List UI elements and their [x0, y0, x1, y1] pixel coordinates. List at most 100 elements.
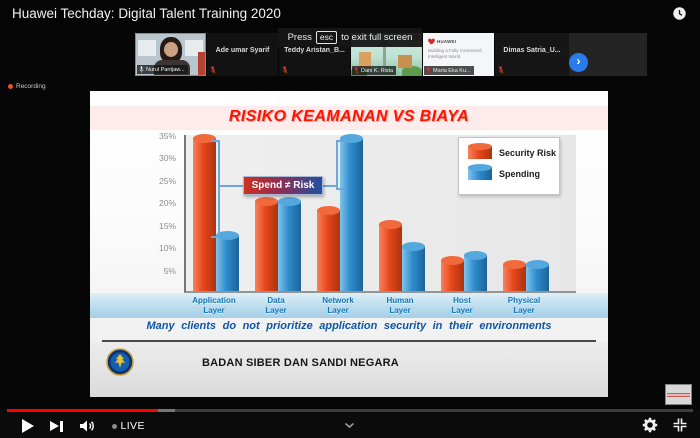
background-panel — [138, 40, 156, 56]
participant-name-tag: Maria Eka Ku... — [424, 66, 474, 75]
participant-name-tag: Dani K. Rista — [352, 66, 397, 75]
top-bar: Huawei Techday: Digital Talent Training … — [0, 0, 700, 28]
slide-footer-band — [90, 342, 608, 397]
y-tick-label: 10% — [158, 243, 176, 253]
bar-cap — [402, 242, 425, 251]
progress-played — [7, 409, 158, 412]
next-icon[interactable] — [50, 420, 63, 432]
video-title: Huawei Techday: Digital Talent Training … — [12, 6, 281, 21]
bracket-line — [336, 140, 338, 189]
chart-bar-security-risk — [193, 134, 216, 291]
huawei-flower-icon — [428, 38, 435, 45]
chevron-down-icon[interactable] — [344, 422, 355, 429]
slide-message: Many clients do not prioritize applicati… — [146, 320, 552, 332]
bar-cap — [464, 251, 487, 260]
chart-bar-spending — [464, 251, 487, 291]
chart-bar-security-risk — [379, 219, 402, 291]
chart-bar-spending — [402, 242, 425, 291]
bracket-line — [211, 236, 219, 238]
y-axis-labels: 5% 10% 15% 20% 25% 30% 35% — [146, 131, 180, 293]
bracket-line — [336, 188, 345, 190]
participant-tile[interactable]: Dimas Satria_U... — [495, 33, 569, 76]
chart-bar-security-risk — [503, 260, 526, 291]
bar-cap — [379, 219, 402, 229]
chart-bar-spending — [216, 230, 239, 291]
bar-cap — [441, 255, 464, 265]
category-label: Network Layer — [322, 296, 354, 315]
seek-preview-detail — [667, 393, 690, 397]
huawei-logo: HUAWEI — [428, 38, 456, 45]
mic-muted-icon — [210, 66, 216, 74]
live-badge[interactable]: LIVE — [111, 420, 145, 432]
play-icon[interactable] — [22, 419, 34, 433]
exit-fullscreen-icon[interactable] — [672, 417, 688, 433]
fullscreen-tooltip: Press esc to exit full screen — [278, 28, 422, 47]
gear-icon[interactable] — [642, 417, 658, 433]
seek-preview-thumbnail — [665, 384, 692, 405]
background-detail — [198, 52, 205, 75]
mic-muted-icon — [426, 67, 431, 74]
slide-title: RISIKO KEAMANAN VS BIAYA — [228, 108, 470, 125]
participant-video-tile[interactable]: Nurul Pantjaw... — [135, 33, 206, 76]
category-label: Physical Layer — [507, 296, 541, 315]
chart-bar-security-risk — [317, 206, 340, 291]
category-label: Application Layer — [192, 296, 236, 315]
watch-later-icon[interactable] — [673, 7, 686, 20]
bracket-line — [211, 140, 219, 142]
annotation-box: Spend ≠ Risk — [243, 176, 323, 195]
chart-legend: Security Risk Spending — [458, 137, 560, 195]
live-dot-icon — [111, 423, 117, 429]
progress-bar[interactable] — [7, 409, 693, 412]
participant-tile[interactable]: Ade umar Syarif — [207, 33, 278, 76]
participant-name-tag: Nurul Pantjaw... — [137, 65, 188, 74]
bracket-line — [218, 185, 243, 187]
chart-bar-spending — [278, 197, 301, 291]
recording-indicator: Recording — [8, 83, 46, 90]
illustration-detail — [359, 52, 371, 68]
category-label: Host Layer — [451, 296, 473, 315]
bar-cap — [278, 197, 301, 206]
chart-bar-security-risk — [255, 197, 278, 291]
category-label: Data Layer — [265, 296, 287, 315]
legend-swatch-security-risk — [468, 143, 492, 159]
slide-footer-divider — [102, 340, 596, 342]
bracket-line — [336, 140, 345, 142]
next-participants-button[interactable]: › — [569, 53, 588, 72]
slide-title-band — [90, 106, 608, 130]
bar-cap — [216, 230, 239, 240]
category-axis-strip: Application Layer Data Layer Network Layer Hum… — [90, 293, 608, 318]
illustration-detail — [402, 66, 422, 76]
y-tick-label: 25% — [158, 175, 176, 186]
y-tick-label: 5% — [163, 265, 176, 276]
player-controls: LIVE — [0, 409, 700, 438]
y-tick-label: 20% — [158, 198, 176, 208]
bar-cap — [255, 197, 278, 206]
participant-face — [164, 42, 178, 57]
bar-cap — [340, 134, 363, 143]
illustration-detail — [383, 42, 386, 66]
legend-item: Security Risk — [468, 143, 559, 159]
y-tick-label: 35% — [158, 130, 176, 141]
mic-muted-icon — [498, 66, 504, 74]
esc-key: esc — [315, 31, 338, 44]
legend-swatch-spending — [468, 164, 492, 180]
bracket-line — [218, 140, 220, 237]
chart-bar-spending — [526, 260, 549, 291]
chart-bar-spending — [340, 134, 363, 291]
participant-screenshare-tile[interactable]: HUAWEI Building a Fully Connected, Intel… — [423, 33, 494, 76]
mic-icon — [139, 66, 144, 73]
bssn-logo — [106, 348, 134, 376]
y-tick-label: 30% — [158, 153, 176, 163]
volume-icon[interactable] — [79, 419, 96, 433]
category-label: Human Layer — [386, 296, 414, 315]
bracket-line — [323, 185, 336, 187]
slide-footer-text: BADAN SIBER DAN SANDI NEGARA — [202, 357, 399, 369]
chart-bar-security-risk — [441, 255, 464, 291]
illustration-detail — [398, 55, 412, 68]
mic-muted-icon — [354, 67, 359, 74]
y-tick-label: 15% — [158, 220, 176, 231]
bar-cap — [317, 206, 340, 215]
legend-item: Spending — [468, 164, 559, 180]
recording-dot-icon — [8, 84, 13, 89]
